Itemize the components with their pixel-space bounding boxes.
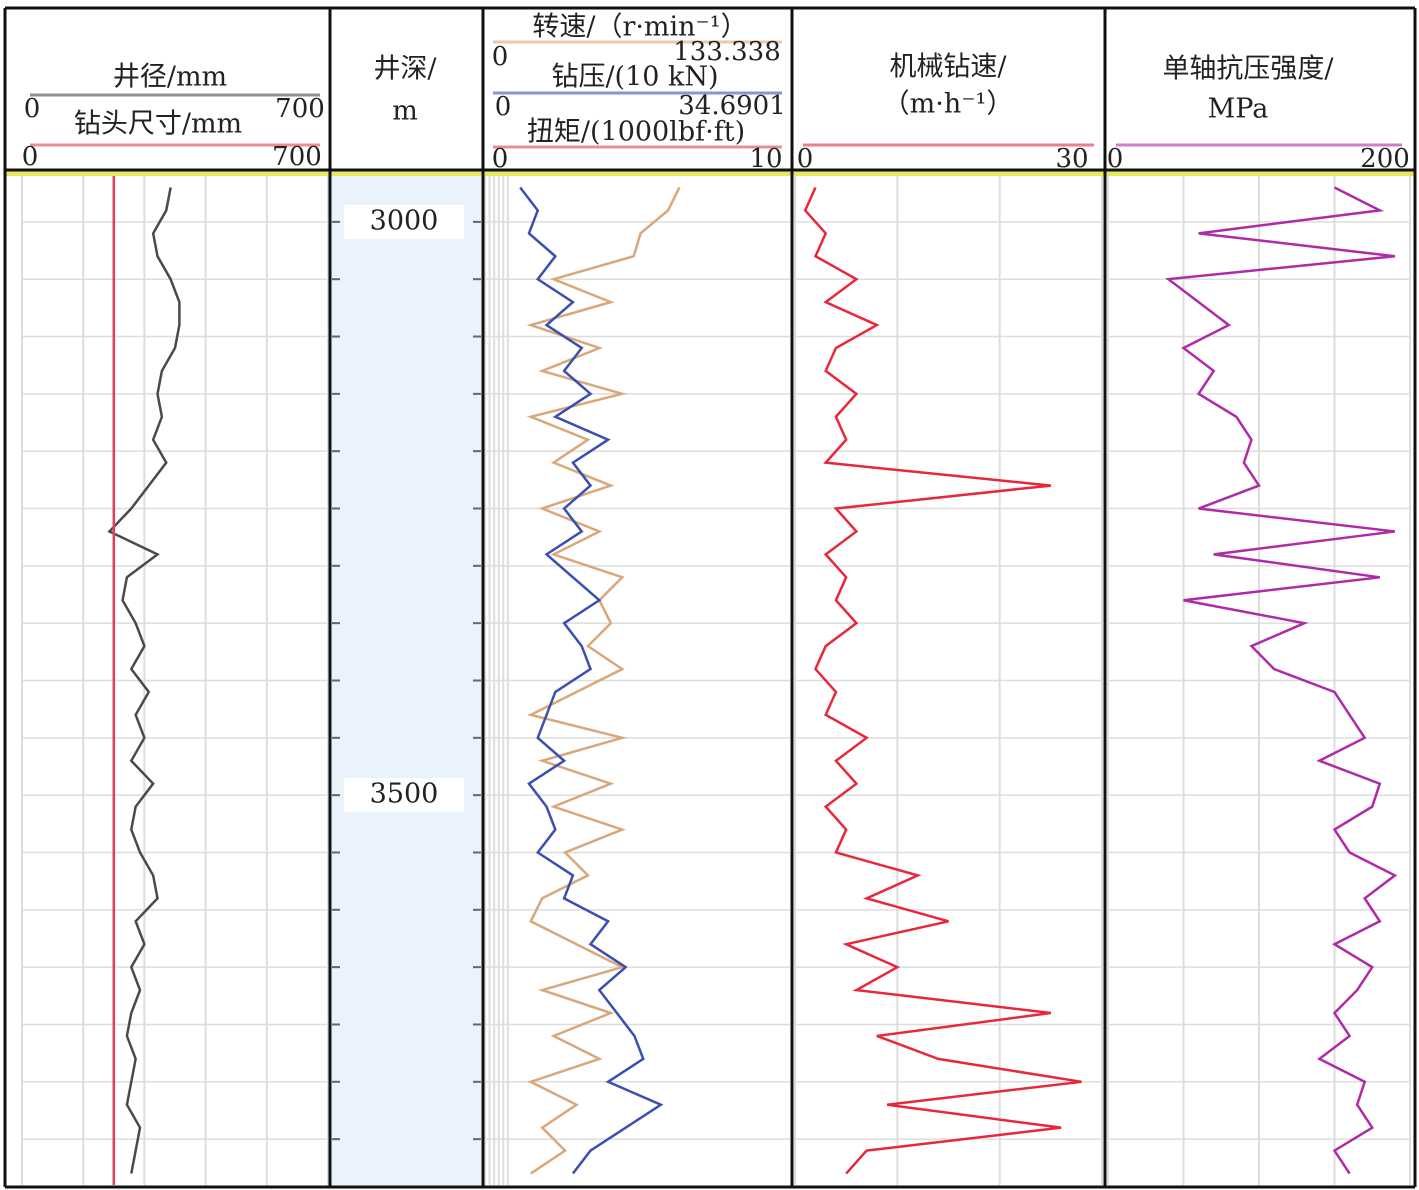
series-name: 井径/mm [113,62,227,93]
track-unit: m [392,96,418,127]
series-name: 钻头尺寸/mm [74,109,242,140]
scale-min: 0 [495,92,512,122]
scale-min: 0 [24,94,41,124]
scale-min: 0 [492,144,509,174]
depth-label-bg [344,204,464,239]
series-name: 转速/（r·min⁻¹） [532,12,747,43]
track-title: 井深/ [373,54,437,85]
curve [803,186,1082,1175]
scale-max: 700 [272,142,322,172]
curve [526,186,681,1175]
scale-max: 133.338 [673,37,781,67]
scale-min: 0 [797,144,814,174]
curve [1165,186,1398,1175]
scale-min: 0 [492,42,509,72]
curve [107,187,181,1174]
series-name: 机械钻速/ [889,52,1007,83]
depth-track-bg [332,175,481,1185]
scale-min: 0 [22,142,39,172]
depth-label: 3000 [370,205,439,236]
series-name: 钻压/(10 kN) [551,62,718,93]
depth-label: 3500 [370,779,439,810]
series-unit: MPa [1208,94,1269,125]
series-name: 单轴抗压强度/ [1162,54,1334,85]
curve [519,186,664,1175]
series-name: 扭矩/(1000lbf·ft) [527,117,745,148]
scale-max: 34.6901 [678,91,786,121]
depth-label-bg [344,778,464,813]
scale-max: 700 [275,94,325,124]
scale-min: 0 [1107,144,1124,174]
series-unit: （m·h⁻¹） [883,89,1014,120]
